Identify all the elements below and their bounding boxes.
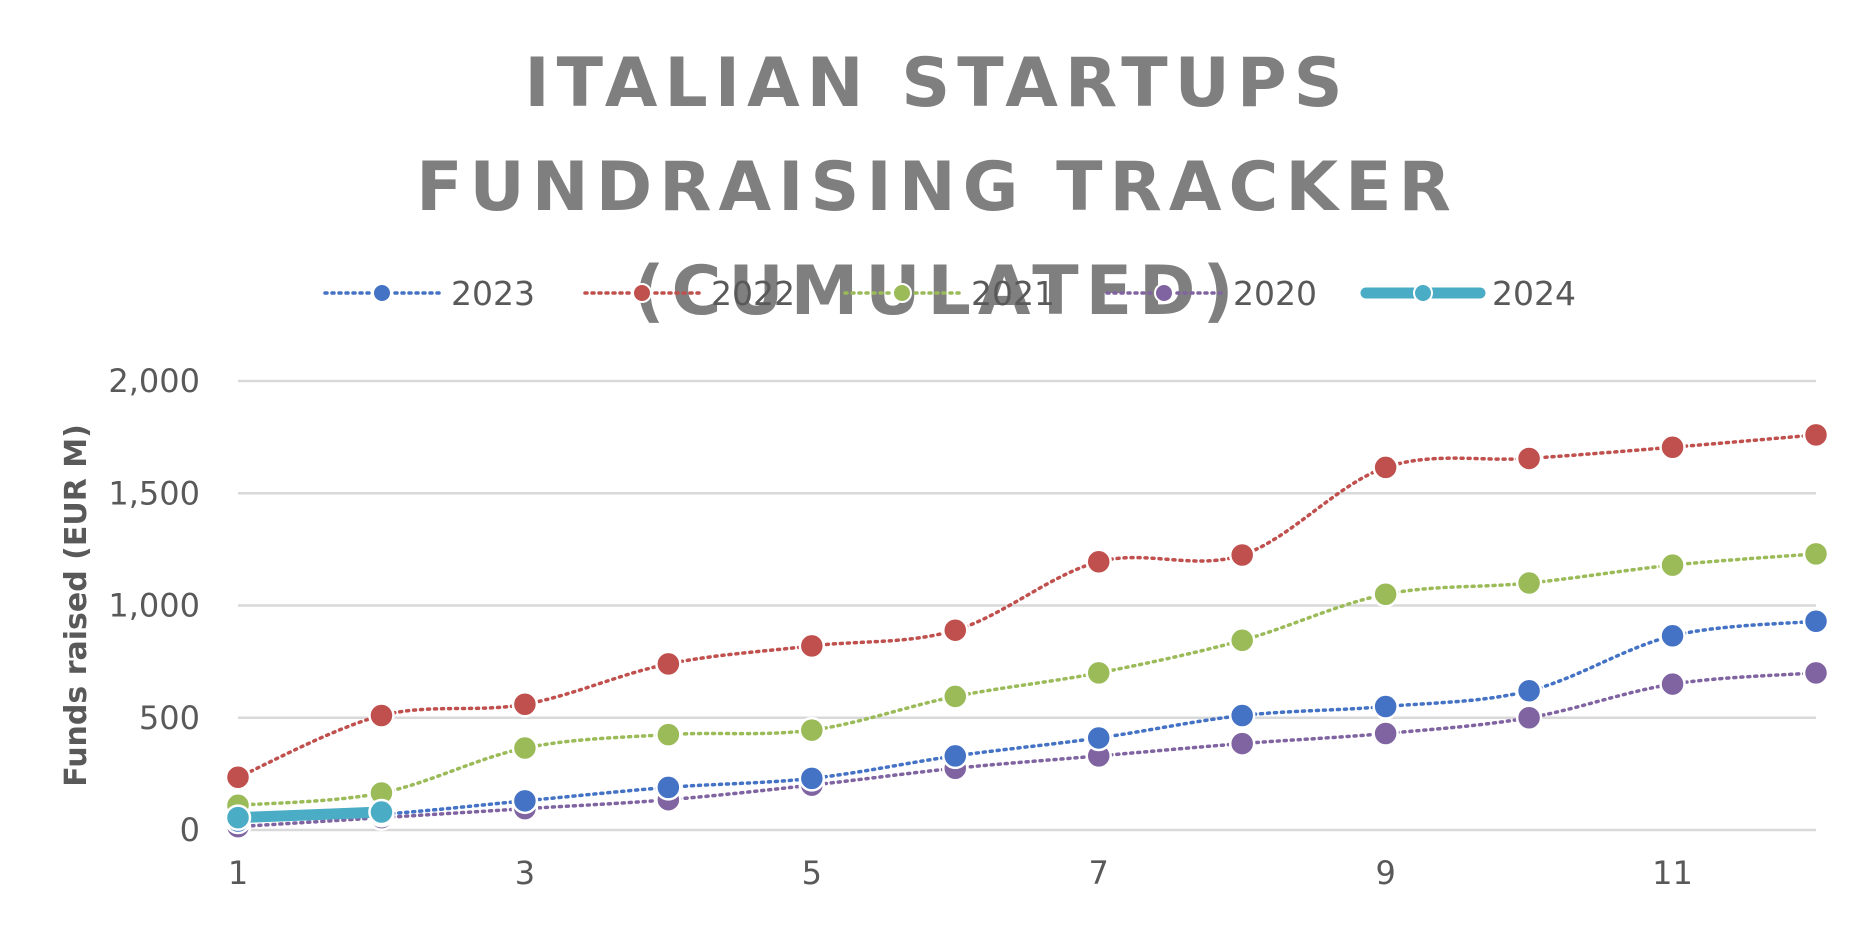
data-point-2022 (1372, 454, 1399, 481)
legend-swatch-marker (372, 283, 392, 303)
data-point-2022 (1659, 433, 1686, 461)
series-line-2021 (236, 552, 1818, 808)
x-axis-ticks: 1 3 5 7 9 11 (228, 854, 1693, 892)
y-axis-ticks: 0 500 1,000 1,500 2,000 (108, 362, 200, 849)
legend-label: 2020 (1233, 274, 1317, 313)
data-point-2021 (1515, 569, 1543, 597)
x-tick-label: 11 (1652, 854, 1693, 892)
data-point-2021 (511, 734, 539, 762)
chart-title: ITALIAN STARTUPS FUNDRAISING TRACKER (CU… (416, 44, 1458, 331)
series-2023 (224, 607, 1830, 835)
data-point-2022 (655, 650, 682, 678)
data-point-2020 (1372, 720, 1399, 747)
data-point-2022 (511, 691, 539, 718)
y-tick-label: 0 (180, 811, 200, 849)
series-2021 (224, 540, 1830, 819)
legend-swatch-marker (632, 283, 652, 303)
y-tick-label: 2,000 (108, 362, 200, 400)
legend-item-2021: 2021 (843, 274, 1055, 313)
legend-item-2020: 2020 (1105, 274, 1317, 313)
data-point-2023 (1228, 702, 1256, 729)
data-point-2022 (224, 763, 252, 791)
data-point-2024 (224, 804, 252, 831)
data-point-2021 (1802, 540, 1830, 568)
y-tick-label: 1,500 (108, 474, 200, 512)
x-tick-label: 9 (1375, 854, 1395, 892)
y-tick-label: 1,000 (108, 587, 200, 625)
data-point-2020 (1659, 670, 1686, 698)
data-point-2022 (942, 616, 969, 644)
data-point-2022 (1085, 548, 1112, 575)
data-point-2023 (1515, 677, 1543, 705)
data-point-2023 (1085, 724, 1112, 752)
data-point-2023 (1372, 693, 1399, 720)
y-axis-title: Funds raised (EUR M) (59, 424, 94, 787)
x-tick-label: 3 (515, 854, 535, 892)
data-point-2021 (942, 683, 969, 710)
data-point-2021 (1085, 659, 1112, 687)
series-2024 (224, 798, 395, 831)
series-layer (224, 421, 1830, 840)
data-point-2023 (798, 765, 826, 792)
gridlines (238, 379, 1816, 832)
legend-label: 2022 (711, 274, 795, 313)
data-point-2022 (1802, 421, 1830, 449)
data-point-2024 (368, 798, 395, 826)
legend-label: 2024 (1492, 274, 1576, 313)
legend-item-2022: 2022 (583, 274, 795, 313)
series-2022 (224, 421, 1830, 791)
data-point-2020 (1228, 730, 1256, 757)
data-point-2022 (368, 702, 395, 729)
legend-item-2023: 2023 (323, 274, 535, 313)
legend-label: 2023 (451, 274, 535, 313)
legend-item-2024: 2024 (1360, 274, 1576, 313)
legend-swatch-marker (892, 283, 912, 303)
y-tick-label: 500 (139, 699, 200, 737)
data-point-2020 (1515, 704, 1543, 731)
series-line-2024 (232, 806, 387, 824)
data-point-2021 (798, 716, 826, 744)
data-point-2023 (1802, 607, 1830, 635)
data-point-2023 (655, 774, 682, 801)
x-tick-label: 7 (1089, 854, 1109, 892)
data-point-2023 (942, 742, 969, 770)
legend-swatch-marker (1154, 283, 1174, 303)
legend-label: 2021 (971, 274, 1055, 313)
x-tick-label: 5 (802, 854, 822, 892)
series-line-2022 (236, 433, 1818, 779)
data-point-2021 (1372, 581, 1399, 608)
series-2020 (224, 659, 1830, 840)
legend: 2023 2022 2021 2020 2024 (323, 274, 1576, 313)
data-point-2020 (1802, 659, 1830, 687)
data-point-2023 (1659, 622, 1686, 650)
legend-swatch-marker (1413, 283, 1433, 303)
data-point-2022 (1228, 541, 1256, 569)
data-point-2023 (511, 787, 539, 815)
series-line-2020 (236, 671, 1818, 829)
data-point-2022 (798, 632, 826, 660)
series-line-2023 (236, 619, 1818, 823)
x-tick-label: 1 (228, 854, 248, 892)
data-point-2022 (1515, 445, 1543, 472)
data-point-2021 (1228, 627, 1256, 654)
data-point-2021 (1659, 551, 1686, 579)
data-point-2021 (655, 721, 682, 748)
